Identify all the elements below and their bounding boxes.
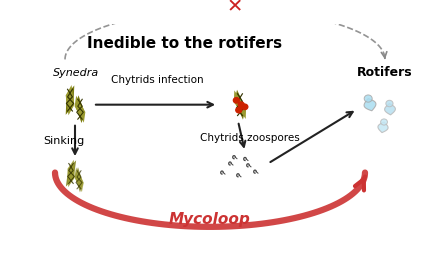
Polygon shape: [378, 122, 388, 133]
Circle shape: [364, 95, 372, 102]
Polygon shape: [67, 160, 74, 187]
Circle shape: [233, 98, 239, 103]
Text: Rotifers: Rotifers: [357, 66, 413, 79]
Text: Chytrids zoospores: Chytrids zoospores: [200, 133, 300, 143]
Polygon shape: [385, 104, 396, 115]
Circle shape: [386, 100, 393, 107]
Polygon shape: [234, 90, 246, 119]
Polygon shape: [75, 167, 83, 193]
Circle shape: [236, 107, 242, 113]
Polygon shape: [364, 99, 376, 111]
Polygon shape: [74, 167, 84, 192]
Circle shape: [242, 104, 248, 109]
Polygon shape: [75, 95, 85, 123]
Polygon shape: [66, 85, 74, 115]
Polygon shape: [66, 160, 76, 187]
Circle shape: [238, 102, 244, 107]
Text: Mycoloop: Mycoloop: [169, 212, 251, 227]
Text: Synedra: Synedra: [53, 68, 99, 77]
Text: Chytrids infection: Chytrids infection: [111, 75, 203, 85]
Polygon shape: [235, 90, 246, 120]
Text: ✕: ✕: [227, 0, 243, 17]
Circle shape: [381, 119, 388, 125]
Text: Sinking: Sinking: [43, 136, 84, 146]
Polygon shape: [75, 96, 85, 123]
Polygon shape: [66, 85, 74, 115]
Text: Inedible to the rotifers: Inedible to the rotifers: [87, 36, 282, 51]
